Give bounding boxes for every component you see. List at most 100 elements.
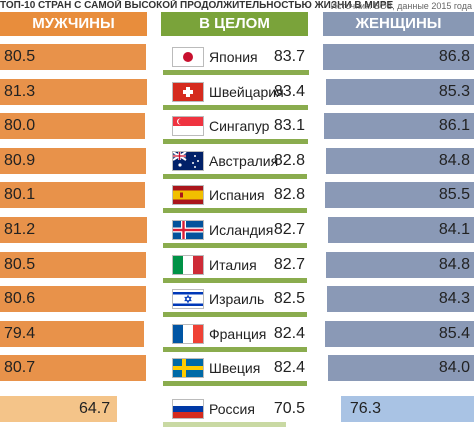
men-bar <box>0 252 146 278</box>
men-bar <box>0 217 147 243</box>
country-card: Япония 83.7 <box>163 44 309 70</box>
men-bar <box>0 148 146 174</box>
women-value-label: 86.1 <box>438 117 470 134</box>
men-bar <box>0 286 146 312</box>
overall-value-label: 82.4 <box>273 359 305 376</box>
overall-bar <box>163 139 308 144</box>
men-value-label: 81.3 <box>4 83 36 100</box>
country-card: Россия 70.5 <box>163 396 309 422</box>
women-value-label: 84.3 <box>438 290 470 307</box>
country-name: Япония <box>209 49 258 65</box>
flag-spain-icon <box>172 185 204 205</box>
women-bar <box>325 182 474 208</box>
country-name: Франция <box>209 326 267 342</box>
women-value-label: 85.3 <box>438 83 470 100</box>
overall-value-label: 82.7 <box>273 256 305 273</box>
men-value-label: 81.2 <box>4 221 36 238</box>
country-card: Исландия 82.7 <box>163 217 309 243</box>
overall-value-label: 83.7 <box>273 48 305 65</box>
country-card: Швейцария 83.4 <box>163 79 309 105</box>
overall-value-label: 82.5 <box>273 290 305 307</box>
men-value-label: 80.0 <box>4 117 36 134</box>
flag-singapore-icon <box>172 116 204 136</box>
overall-bar <box>163 312 307 317</box>
overall-bar <box>163 381 307 386</box>
women-value-label: 84.8 <box>438 152 470 169</box>
men-value-label: 80.5 <box>4 256 36 273</box>
country-card: Франция 82.4 <box>163 321 309 347</box>
women-value-label: 84.1 <box>438 221 470 238</box>
country-card: Италия 82.7 <box>163 252 309 278</box>
women-bar <box>324 113 474 139</box>
country-name: Австралия <box>209 153 279 169</box>
women-bar <box>328 217 474 243</box>
women-bar <box>327 286 474 312</box>
women-bar <box>325 321 474 347</box>
country-card: Испания 82.8 <box>163 182 309 208</box>
country-name: Россия <box>209 401 255 417</box>
flag-france-icon <box>172 324 204 344</box>
men-value-label: 80.7 <box>4 359 36 376</box>
overall-value-label: 82.8 <box>273 186 305 203</box>
column-header-men: МУЖЧИНЫ <box>0 12 147 36</box>
women-value-label: 84.0 <box>438 359 470 376</box>
country-card: Швеция 82.4 <box>163 355 309 381</box>
overall-value-label: 83.4 <box>273 83 305 100</box>
flag-italy-icon <box>172 255 204 275</box>
overall-bar <box>163 278 307 283</box>
overall-bar <box>163 347 307 352</box>
flag-switzerland-icon <box>172 82 204 102</box>
country-name: Исландия <box>209 222 274 238</box>
country-name: Швейцария <box>209 84 284 100</box>
overall-value-label: 82.4 <box>273 325 305 342</box>
men-value-label: 64.7 <box>79 400 111 417</box>
country-name: Швеция <box>209 360 261 376</box>
source-note: Источник: ВОЗ, данные 2015 года <box>330 1 472 11</box>
men-bar <box>0 113 145 139</box>
men-bar <box>0 321 144 347</box>
men-value-label: 80.1 <box>4 186 36 203</box>
flag-iceland-icon <box>172 220 204 240</box>
women-bar <box>326 79 474 105</box>
women-bar <box>326 148 474 174</box>
women-value-label: 85.5 <box>438 186 470 203</box>
overall-value-label: 70.5 <box>273 400 305 417</box>
men-value-label: 79.4 <box>4 325 36 342</box>
column-header-women: ЖЕНЩИНЫ <box>323 12 474 36</box>
country-name: Италия <box>209 257 257 273</box>
country-card: Австралия 82.8 <box>163 148 309 174</box>
women-bar <box>328 355 474 381</box>
overall-bar <box>163 422 286 427</box>
chart-title: ТОП-10 СТРАН С САМОЙ ВЫСОКОЙ ПРОДОЛЖИТЕЛ… <box>0 0 394 11</box>
country-name: Сингапур <box>209 118 270 134</box>
column-header-overall: В ЦЕЛОМ <box>161 12 308 36</box>
overall-value-label: 82.7 <box>273 221 305 238</box>
women-value-label: 85.4 <box>438 325 470 342</box>
men-bar <box>0 79 147 105</box>
overall-bar <box>163 105 308 110</box>
women-value-label: 84.8 <box>438 256 470 273</box>
men-value-label: 80.5 <box>4 48 36 65</box>
men-value-label: 80.9 <box>4 152 36 169</box>
country-name: Испания <box>209 187 265 203</box>
flag-israel-icon <box>172 289 204 309</box>
overall-bar <box>163 174 307 179</box>
men-bar <box>0 182 145 208</box>
country-name: Израиль <box>209 291 265 307</box>
country-card: Израиль 82.5 <box>163 286 309 312</box>
women-value-label: 76.3 <box>349 400 381 417</box>
overall-bar <box>163 243 307 248</box>
women-bar <box>326 252 474 278</box>
women-value-label: 86.8 <box>438 48 470 65</box>
women-bar <box>323 44 474 70</box>
country-card: Сингапур 83.1 <box>163 113 309 139</box>
overall-value-label: 83.1 <box>273 117 305 134</box>
flag-russia-icon <box>172 399 204 419</box>
overall-bar <box>163 70 309 75</box>
overall-value-label: 82.8 <box>273 152 305 169</box>
flag-sweden-icon <box>172 358 204 378</box>
overall-bar <box>163 208 307 213</box>
flag-japan-icon <box>172 47 204 67</box>
men-bar <box>0 44 146 70</box>
flag-australia-icon <box>172 151 204 171</box>
